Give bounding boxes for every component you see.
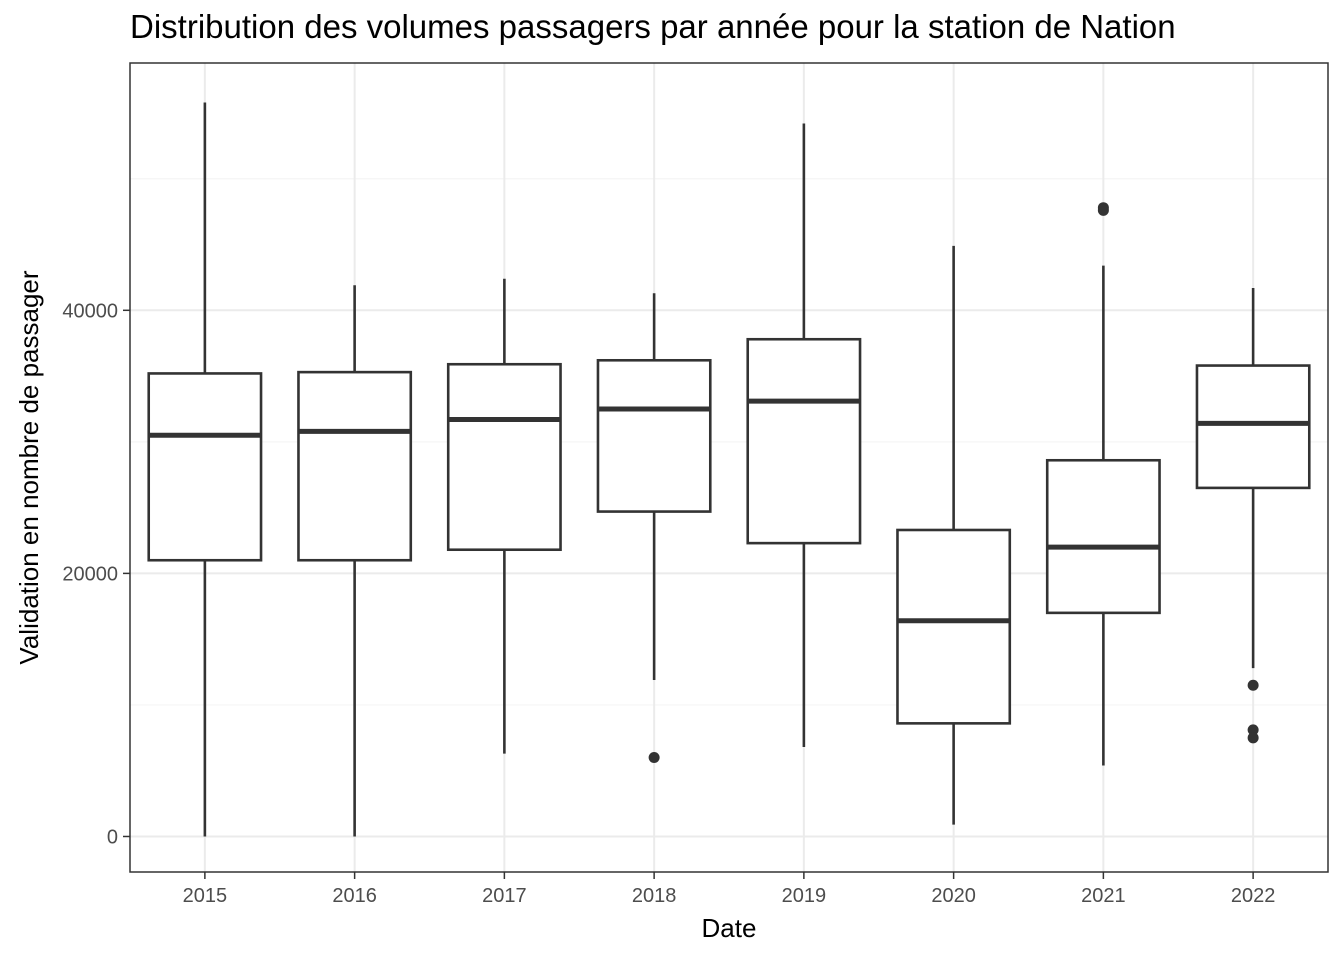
y-tick-label: 0 [107,826,118,848]
box-2021 [1045,202,1161,766]
outlier-point [1247,724,1259,736]
panel-border [129,62,1329,873]
outlier-point [1247,679,1259,691]
box-2019 [746,123,862,748]
x-tick-label: 2021 [1081,885,1126,907]
box-iqr [1045,458,1161,615]
box-2015 [147,102,263,837]
x-tick-label: 2016 [332,885,377,907]
x-tick-label: 2020 [931,885,976,907]
outlier-point [1247,732,1259,744]
x-tick-label: 2017 [482,885,527,907]
box-2020 [896,245,1012,825]
y-tick-label: 20000 [62,563,118,585]
axes: 0 20000 40000 2015 2016 2017 2018 2019 2020 2021 2… [62,300,1275,907]
outlier-point [1097,204,1109,216]
box-2017 [446,278,562,754]
x-tick-label: 2018 [632,885,677,907]
chart-title: Distribution des volumes passagers par a… [130,8,1176,45]
box-iqr [446,362,562,552]
box-iqr [746,337,862,545]
y-tick-label: 40000 [62,300,118,322]
x-axis-title: Date [702,913,757,943]
box-2018 [596,293,712,764]
y-axis-title: Validation en nombre de passager [14,270,44,664]
box-iqr [147,372,263,562]
box-iqr [1195,364,1311,490]
x-tick-label: 2022 [1231,885,1276,907]
box-iqr [896,528,1012,725]
box-2016 [297,285,413,837]
x-tick-label: 2019 [782,885,827,907]
box-iqr [297,370,413,562]
box-2022 [1195,287,1311,744]
outlier-point [648,752,660,764]
box-iqr [596,358,712,513]
box-plot-series [147,102,1311,837]
x-tick-label: 2015 [183,885,228,907]
